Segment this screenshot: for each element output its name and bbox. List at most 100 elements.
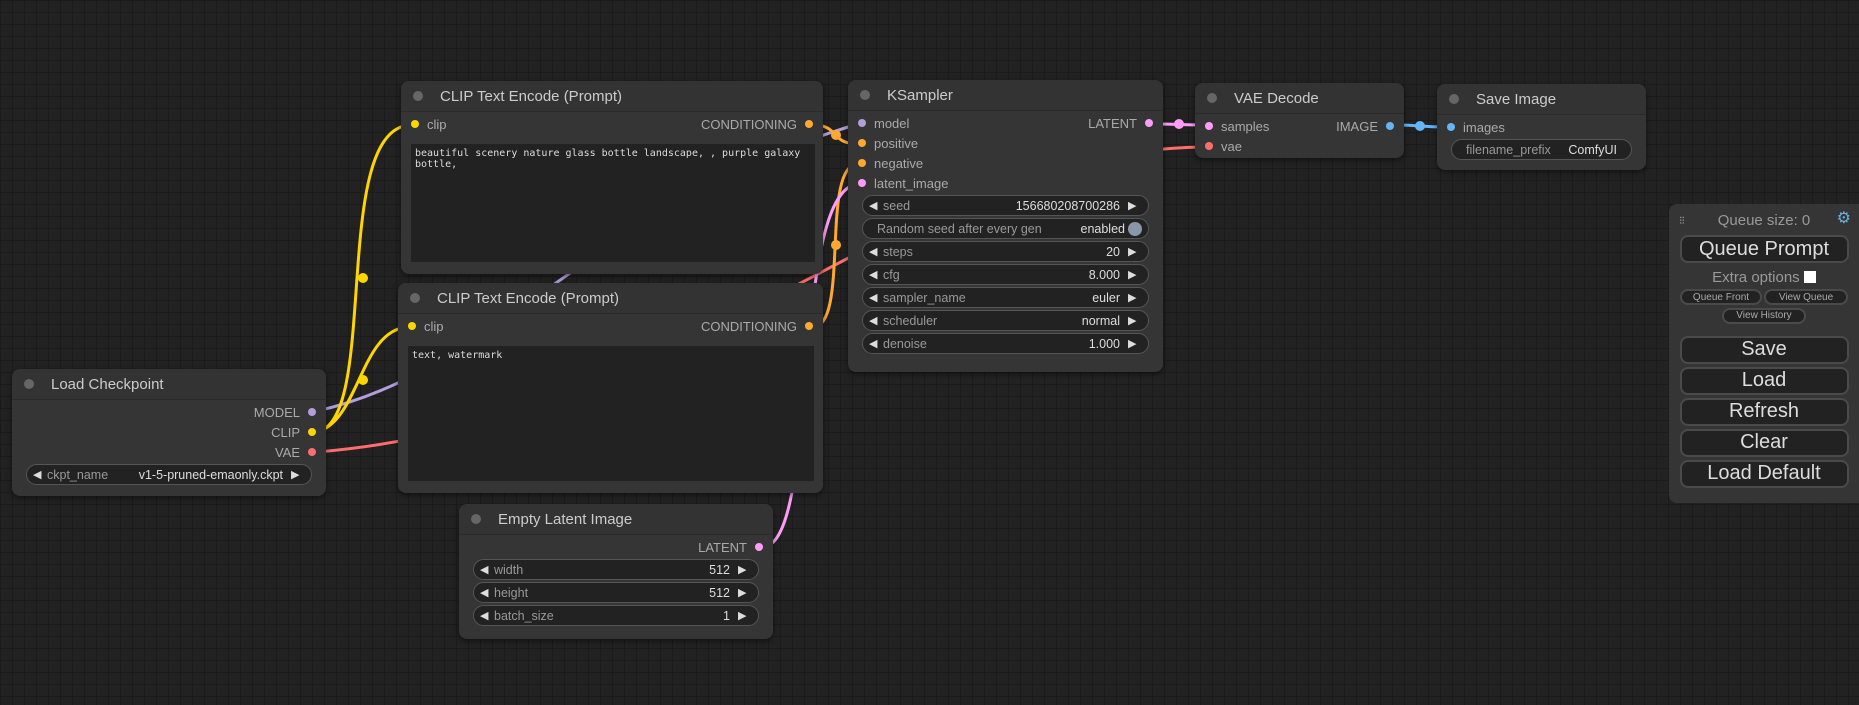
collapse-dot-icon[interactable] [24,379,34,389]
output-conditioning[interactable]: CONDITIONING [701,117,813,132]
height-widget[interactable]: ◀ height 512 ▶ [473,582,759,603]
arrow-left-icon[interactable]: ◀ [869,200,878,212]
output-vae[interactable]: VAE [275,445,316,460]
node-title[interactable]: CLIP Text Encode (Prompt) [401,81,823,112]
arrow-right-icon[interactable]: ▶ [738,587,747,599]
output-latent[interactable]: LATENT [698,540,763,555]
widget-label: width [494,562,524,577]
widget-label: steps [883,244,913,259]
collapse-dot-icon[interactable] [410,293,420,303]
arrow-right-icon[interactable]: ▶ [738,610,747,622]
arrow-left-icon[interactable]: ◀ [480,587,489,599]
slot-label: CONDITIONING [700,318,797,334]
output-model[interactable]: MODEL [254,405,316,420]
node-title[interactable]: VAE Decode [1195,83,1404,114]
batch-size-widget[interactable]: ◀ batch_size 1 ▶ [473,605,759,626]
arrow-right-icon[interactable]: ▶ [1128,269,1137,281]
node-title-text: CLIP Text Encode (Prompt) [440,87,623,105]
save-button[interactable]: Save [1679,335,1849,364]
widget-label: seed [883,198,911,213]
save-image-node[interactable]: Save Image images filename_prefix ComfyUI [1437,84,1646,170]
arrow-left-icon[interactable]: ◀ [480,610,489,622]
collapse-dot-icon[interactable] [860,90,870,100]
queue-size-label: Queue size: 0 [1717,212,1811,229]
output-image[interactable]: IMAGE [1336,119,1394,134]
collapse-dot-icon[interactable] [413,91,423,101]
arrow-left-icon[interactable]: ◀ [869,315,878,327]
random-seed-toggle[interactable]: Random seed after every gen enabled [862,218,1149,239]
input-samples[interactable]: samples [1205,119,1269,134]
collapse-dot-icon[interactable] [1207,93,1217,103]
load-button[interactable]: Load [1679,366,1849,395]
sampler-name-widget[interactable]: ◀ sampler_name euler ▶ [862,287,1149,308]
arrow-left-icon[interactable]: ◀ [33,469,42,481]
arrow-right-icon[interactable]: ▶ [738,564,747,576]
node-title[interactable]: Empty Latent Image [459,504,773,535]
seed-widget[interactable]: ◀ seed 156680208700286 ▶ [862,195,1149,216]
input-clip[interactable]: clip [411,117,447,132]
output-clip[interactable]: CLIP [271,425,316,440]
collapse-dot-icon[interactable] [471,514,481,524]
view-queue-button[interactable]: View Queue [1764,289,1848,305]
output-conditioning[interactable]: CONDITIONING [701,319,813,334]
denoise-widget[interactable]: ◀ denoise 1.000 ▶ [862,333,1149,354]
refresh-button[interactable]: Refresh [1679,397,1849,426]
collapse-dot-icon[interactable] [1449,94,1459,104]
node-title[interactable]: Save Image [1437,84,1646,115]
vae-decode-node[interactable]: VAE Decode samples IMAGE vae [1195,83,1404,158]
steps-widget[interactable]: ◀ steps 20 ▶ [862,241,1149,262]
arrow-left-icon[interactable]: ◀ [869,269,878,281]
arrow-right-icon[interactable]: ▶ [1128,338,1137,350]
input-vae[interactable]: vae [1205,139,1242,154]
clip-text-encode-negative-node[interactable]: CLIP Text Encode (Prompt) clip CONDITION… [398,283,823,493]
load-default-button[interactable]: Load Default [1679,459,1849,488]
input-images[interactable]: images [1447,120,1505,135]
arrow-right-icon[interactable]: ▶ [1128,246,1137,258]
widget-value: ComfyUI [1568,142,1617,157]
input-model[interactable]: model [858,116,909,131]
extra-options-checkbox[interactable] [1803,271,1816,283]
slot-label: positive [874,135,919,151]
prompt-textarea[interactable]: beautiful scenery nature glass bottle la… [411,144,815,262]
arrow-left-icon[interactable]: ◀ [869,292,878,304]
scheduler-widget[interactable]: ◀ scheduler normal ▶ [862,310,1149,331]
input-negative[interactable]: negative [858,156,923,171]
clip-text-encode-positive-node[interactable]: CLIP Text Encode (Prompt) clip CONDITION… [401,81,823,274]
prompt-textarea[interactable]: text, watermark [408,346,814,481]
widget-value: 512 [709,562,730,577]
ksampler-node[interactable]: KSampler model LATENT positive negative … [848,80,1163,372]
arrow-left-icon[interactable]: ◀ [480,564,489,576]
input-clip[interactable]: clip [408,319,444,334]
queue-front-button[interactable]: Queue Front [1680,289,1762,305]
toggle-knob-icon[interactable] [1128,221,1142,236]
slot-label: MODEL [253,404,300,420]
arrow-right-icon[interactable]: ▶ [1128,315,1137,327]
settings-gear-icon[interactable]: ⚙ [1836,210,1851,227]
node-title-text: Empty Latent Image [498,510,633,528]
widget-value: euler [1092,290,1120,305]
node-title[interactable]: CLIP Text Encode (Prompt) [398,283,823,314]
output-latent[interactable]: LATENT [1088,116,1153,131]
arrow-left-icon[interactable]: ◀ [869,246,878,258]
empty-latent-image-node[interactable]: Empty Latent Image LATENT ◀ width 512 ▶ ◀ he… [459,504,773,639]
arrow-right-icon[interactable]: ▶ [1128,292,1137,304]
node-title[interactable]: KSampler [848,80,1163,111]
clear-button[interactable]: Clear [1679,428,1849,457]
queue-panel[interactable]: ⁝⁝ Queue size: 0 ⚙ Queue Prompt Extra op… [1669,204,1859,503]
filename-prefix-widget[interactable]: filename_prefix ComfyUI [1451,139,1632,160]
widget-value: 1.000 [1088,336,1120,351]
queue-prompt-button[interactable]: Queue Prompt [1679,235,1849,263]
view-history-button[interactable]: View History [1722,307,1806,324]
arrow-right-icon[interactable]: ▶ [291,469,300,481]
cfg-widget[interactable]: ◀ cfg 8.000 ▶ [862,264,1149,285]
width-widget[interactable]: ◀ width 512 ▶ [473,559,759,580]
load-checkpoint-node[interactable]: Load Checkpoint MODEL CLIP VAE ◀ ckpt_nam… [12,369,326,496]
node-title[interactable]: Load Checkpoint [12,369,326,400]
input-latent-image[interactable]: latent_image [858,176,948,191]
arrow-left-icon[interactable]: ◀ [869,338,878,350]
drag-handle-icon[interactable]: ⁝⁝ [1679,215,1685,227]
ckpt-name-combo[interactable]: ◀ ckpt_name v1-5-pruned-emaonly.ckpt ▶ [26,464,312,485]
arrow-right-icon[interactable]: ▶ [1128,200,1137,212]
widget-label: height [494,585,529,600]
input-positive[interactable]: positive [858,136,918,151]
